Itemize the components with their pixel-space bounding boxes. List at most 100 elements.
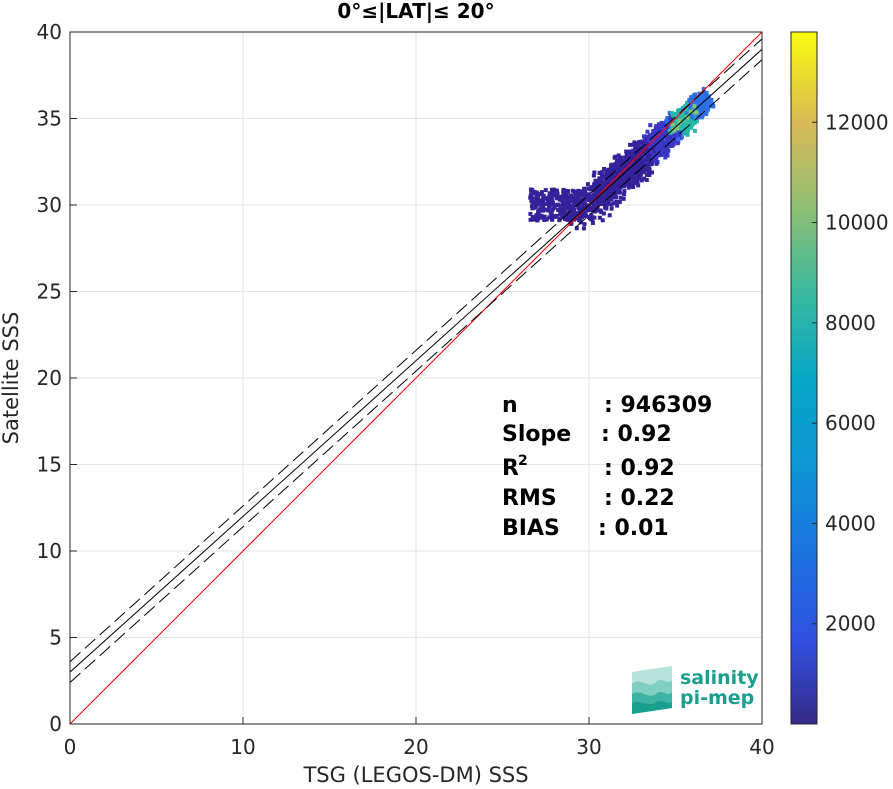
density-cell (617, 190, 622, 195)
density-cell (704, 111, 709, 116)
density-cell (693, 95, 698, 100)
density-cell (656, 134, 661, 139)
density-cell (590, 201, 595, 206)
density-cell (549, 195, 554, 200)
density-cell (535, 195, 540, 200)
density-cell (673, 133, 678, 138)
density-cell (622, 192, 627, 197)
density-cell (627, 178, 632, 183)
x-tick-label: 40 (749, 735, 774, 759)
density-cell (602, 167, 607, 172)
density-cell (666, 148, 671, 153)
density-cell (531, 190, 536, 195)
density-cell (595, 208, 600, 213)
density-cell (663, 155, 668, 160)
density-cell (652, 159, 657, 164)
density-cell (681, 117, 686, 122)
density-cell (529, 204, 534, 209)
x-axis-ticks: 0 10 20 30 40 (64, 717, 775, 759)
density-cell (590, 217, 595, 222)
density-cell (665, 125, 670, 130)
density-cell (528, 211, 533, 216)
density-cell (574, 226, 579, 231)
density-cell (638, 172, 643, 177)
x-axis-label: TSG (LEGOS-DM) SSS (302, 763, 528, 787)
density-cell (543, 196, 548, 201)
density-cell (591, 173, 596, 178)
density-cell (542, 207, 547, 212)
density-cell (615, 190, 620, 195)
density-cell (694, 119, 699, 124)
density-cell (625, 181, 630, 186)
density-cell (645, 129, 650, 134)
density-cell (617, 181, 622, 186)
density-cell (613, 188, 618, 193)
density-cell (689, 112, 694, 117)
density-cell (605, 199, 610, 204)
density-cell (650, 156, 655, 161)
density-cell (608, 171, 613, 176)
density-cell (550, 193, 555, 198)
density-cell (706, 104, 711, 109)
colorbar-ticks: 2000 4000 6000 8000 10000 12000 (812, 110, 889, 636)
y-tick-label: 15 (37, 453, 62, 477)
density-cell (563, 188, 568, 193)
density-cell (631, 173, 636, 178)
density-cell (701, 111, 706, 116)
density-cell (585, 182, 590, 187)
density-cell (645, 134, 650, 139)
density-cell (670, 114, 675, 119)
density-cell (597, 215, 602, 220)
density-cell (670, 122, 675, 127)
density-cell (540, 205, 545, 210)
density-cell (570, 188, 575, 193)
density-cell (594, 204, 599, 209)
density-cell (601, 198, 606, 203)
density-cell (697, 91, 702, 96)
density-cell (583, 190, 588, 195)
density-cell (637, 156, 642, 161)
density-cell (601, 174, 606, 179)
density-cell (677, 129, 682, 134)
density-cell (602, 193, 607, 198)
density-cell (635, 179, 640, 184)
density-cell (636, 165, 641, 170)
density-cell (710, 104, 715, 109)
density-cell (622, 176, 627, 181)
density-cell (609, 202, 614, 207)
density-cell (689, 106, 694, 111)
density-cell (639, 178, 644, 183)
density-cell (659, 129, 664, 134)
density-cell (687, 124, 692, 129)
density-cell (606, 196, 611, 201)
density-cell (582, 186, 587, 191)
y-tick-label: 30 (37, 193, 62, 217)
density-cell (611, 188, 616, 193)
density-cell (547, 215, 552, 220)
density-cell (617, 155, 622, 160)
density-cell (535, 202, 540, 207)
density-cell (608, 164, 613, 169)
chart-title: 0°≤|LAT|≤ 20° (337, 0, 494, 23)
density-cell (703, 91, 708, 96)
density-cell (647, 172, 652, 177)
stat-value-r: : 0.92 (604, 456, 675, 481)
density-cell (531, 217, 536, 222)
density-cell (576, 204, 581, 209)
density-cell (637, 162, 642, 167)
density-cell (539, 198, 544, 203)
density-cell (604, 180, 609, 185)
density-cell (647, 167, 652, 172)
density-cell (559, 198, 564, 203)
density-cell (622, 189, 627, 194)
density-cell (536, 212, 541, 217)
density-cell (634, 158, 639, 163)
density-cell (617, 199, 622, 204)
density-cell (599, 184, 604, 189)
y-tick-label: 20 (37, 366, 62, 390)
density-cell (647, 146, 652, 151)
density-cell (665, 116, 670, 121)
density-cell (617, 187, 622, 192)
density-cell (644, 177, 649, 182)
density-cell (665, 133, 670, 138)
